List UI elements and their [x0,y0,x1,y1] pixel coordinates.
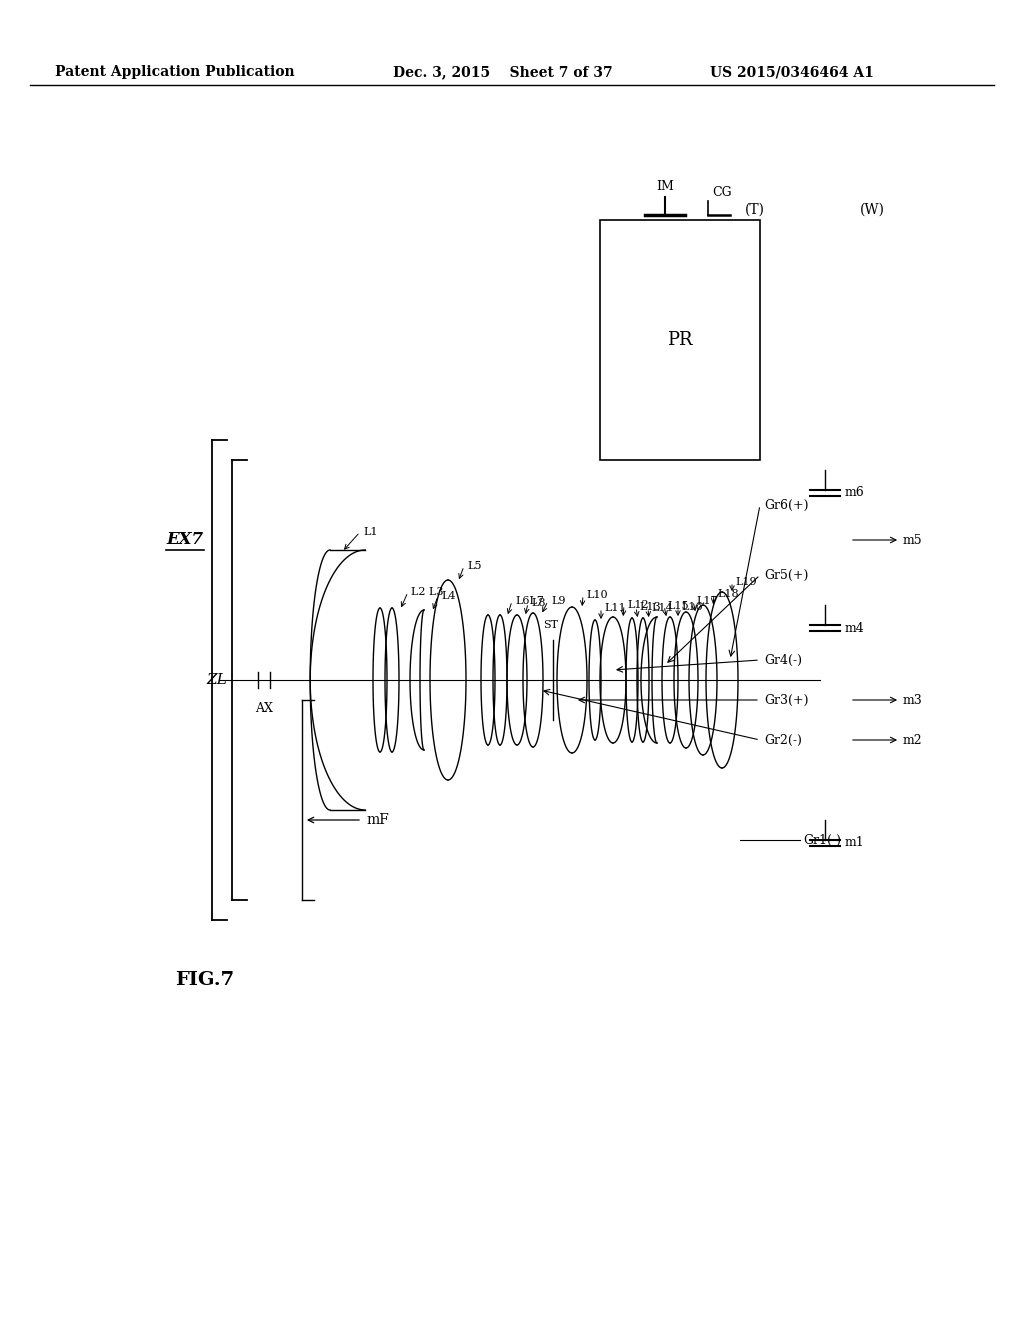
Text: Gr2(-): Gr2(-) [764,734,802,747]
Text: L17: L17 [696,597,718,606]
Text: L4: L4 [441,591,456,601]
Text: L12: L12 [627,601,648,610]
Text: Gr4(-): Gr4(-) [764,653,802,667]
Text: L13: L13 [639,602,660,612]
Text: m6: m6 [845,487,864,499]
Text: L10: L10 [586,590,607,601]
Text: L14: L14 [651,603,673,612]
Text: Patent Application Publication: Patent Application Publication [55,65,295,79]
Text: ST: ST [544,620,558,630]
Text: mF: mF [366,813,389,828]
Text: L18: L18 [717,589,738,599]
Text: m5: m5 [903,533,923,546]
Text: L16: L16 [681,602,702,612]
Text: US 2015/0346464 A1: US 2015/0346464 A1 [710,65,873,79]
Text: L9: L9 [551,597,565,606]
Text: Gr6(+): Gr6(+) [764,499,809,511]
Bar [600,220,760,459]
Text: EX7: EX7 [167,532,204,549]
Text: L19: L19 [735,577,757,587]
Text: m4: m4 [845,622,864,635]
Text: L8: L8 [531,598,546,609]
Text: L6L7: L6L7 [515,597,544,606]
Text: Gr3(+): Gr3(+) [764,693,809,706]
Text: (T): (T) [745,203,765,216]
Text: L2 L3: L2 L3 [411,587,443,597]
Text: L1: L1 [362,527,378,537]
Text: IM: IM [656,180,674,193]
Text: Gr5(+): Gr5(+) [764,569,808,582]
Text: Dec. 3, 2015    Sheet 7 of 37: Dec. 3, 2015 Sheet 7 of 37 [393,65,612,79]
Text: m3: m3 [903,693,923,706]
Text: m1: m1 [845,837,864,850]
Text: PR: PR [668,331,693,348]
Text: AX: AX [255,702,273,715]
Text: ZL: ZL [206,673,227,686]
Text: (W): (W) [860,203,885,216]
Text: CG: CG [712,186,731,199]
Text: L5: L5 [467,561,481,572]
Text: L15: L15 [667,601,688,611]
Text: m2: m2 [903,734,923,747]
Text: FIG.7: FIG.7 [175,972,234,989]
Text: L11: L11 [604,603,626,612]
Text: Gr1(-): Gr1(-) [803,833,841,846]
